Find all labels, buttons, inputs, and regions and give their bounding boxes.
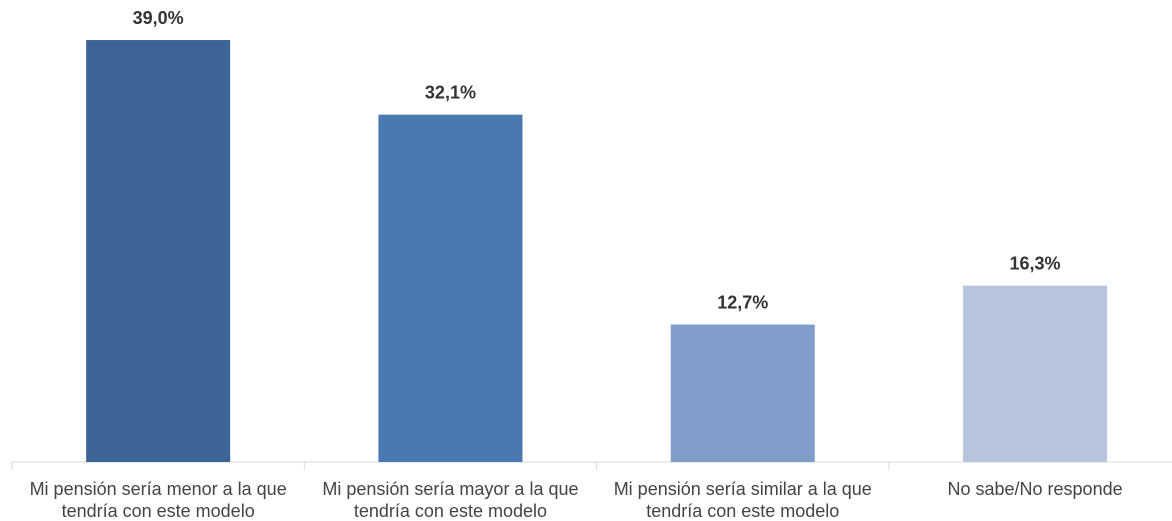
value-label: 32,1% [425, 82, 476, 102]
bar [670, 324, 815, 462]
bar [963, 285, 1108, 462]
value-label: 12,7% [717, 292, 768, 312]
x-tick-label: Mi pensión sería mayor a la que tendría … [322, 479, 579, 521]
value-label: 16,3% [1010, 253, 1061, 273]
bar [378, 114, 523, 462]
x-tick-label: No sabe/No responde [947, 479, 1123, 499]
value-label: 39,0% [133, 8, 184, 28]
bar [86, 40, 231, 463]
x-tick-label: Mi pensión sería menor a la que tendría … [29, 479, 287, 521]
x-tick-label: Mi pensión sería similar a la que tendrí… [613, 479, 872, 521]
